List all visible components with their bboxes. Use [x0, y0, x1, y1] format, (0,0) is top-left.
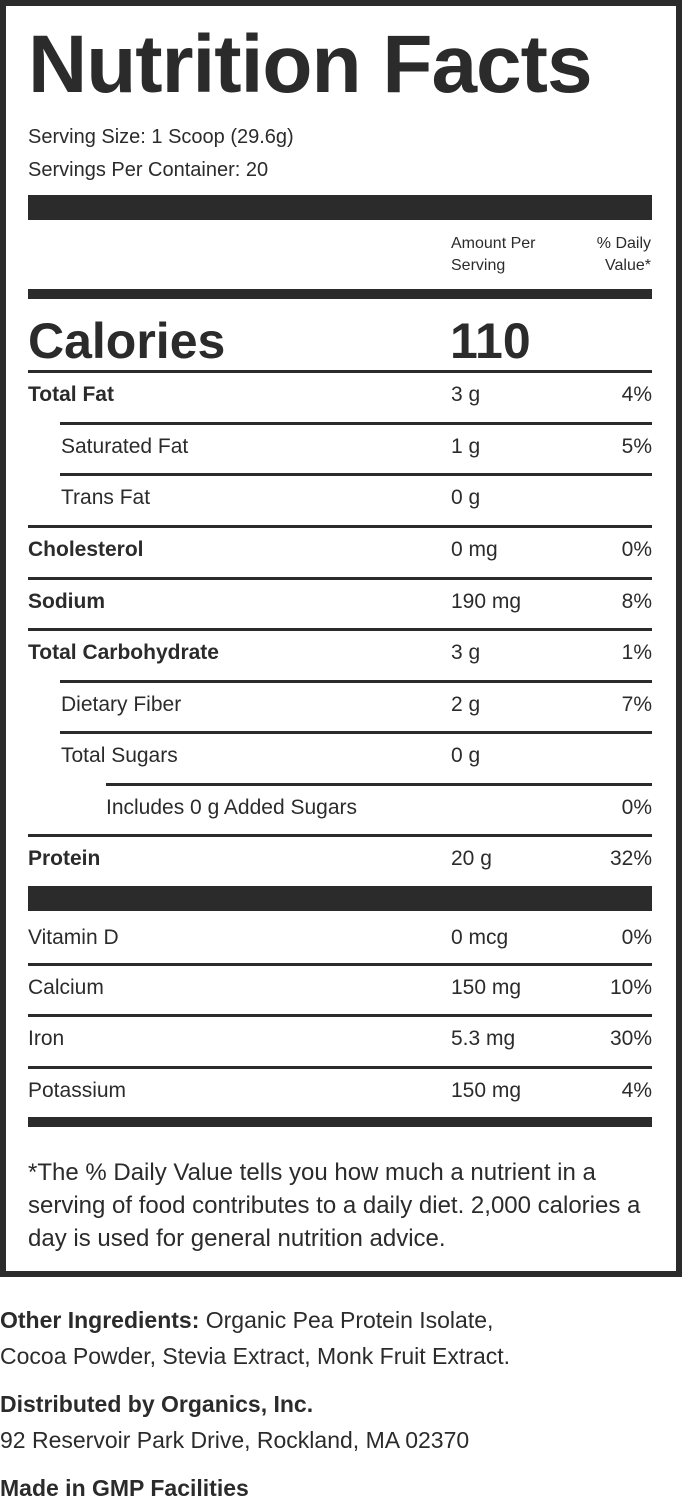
daily-value-footnote: *The % Daily Value tells you how much a …	[28, 1159, 641, 1252]
nutrient-amount: 0 mg	[451, 538, 498, 561]
nutrient-name: Protein	[28, 847, 101, 870]
header-amount-line1: Amount Per	[451, 235, 536, 252]
vitamin-row-potassium: Potassium 150 mg 4%	[28, 1067, 652, 1115]
distributor-address: 92 Reservoir Park Drive, Rockland, MA 02…	[0, 1427, 470, 1453]
vitamin-amount: 150 mg	[451, 976, 522, 999]
nutrient-daily-value: 4%	[621, 383, 652, 406]
nutrient-daily-value: 8%	[621, 590, 652, 613]
nutrient-amount: 3 g	[451, 383, 481, 406]
medium-divider-bottom	[28, 1117, 652, 1127]
divider	[28, 525, 652, 528]
servings-per-container: Servings Per Container: 20	[28, 159, 269, 181]
nutrient-daily-value: 32%	[609, 847, 652, 870]
nutrient-row-sodium: Sodium 190 mg 8%	[28, 578, 652, 626]
nutrient-amount: 2 g	[451, 693, 481, 716]
divider	[28, 628, 652, 631]
serving-size: Serving Size: 1 Scoop (29.6g)	[28, 126, 294, 148]
thick-divider-top	[28, 195, 652, 220]
ingredients-text-1: Organic Pea Protein Isolate,	[205, 1307, 494, 1333]
nutrient-row-trans-fat: Trans Fat 0 g	[28, 474, 652, 522]
calories-label: Calories	[28, 313, 226, 369]
ingredients-line1: Other Ingredients: Organic Pea Protein I…	[0, 1303, 493, 1337]
nutrient-row-saturated-fat: Saturated Fat 1 g 5%	[28, 423, 652, 471]
divider	[60, 473, 652, 476]
vitamin-amount: 5.3 mg	[451, 1027, 516, 1050]
nutrient-row-total-sugars: Total Sugars 0 g	[28, 732, 652, 780]
vitamin-row-iron: Iron 5.3 mg 30%	[28, 1015, 652, 1063]
divider	[28, 577, 652, 580]
nutrient-daily-value: 0%	[621, 796, 652, 819]
vitamin-name: Vitamin D	[28, 926, 119, 949]
vitamin-name: Potassium	[28, 1079, 127, 1102]
divider	[28, 834, 652, 837]
nutrient-amount: 0 g	[451, 744, 481, 767]
vitamin-daily-value: 10%	[609, 976, 652, 999]
vitamin-name: Iron	[28, 1027, 65, 1050]
nutrient-amount: 3 g	[451, 641, 481, 664]
nutrient-name: Trans Fat	[61, 486, 151, 509]
nutrient-daily-value: 7%	[621, 693, 652, 716]
divider	[28, 1066, 652, 1069]
vitamin-daily-value: 4%	[621, 1079, 652, 1102]
medium-divider-calories	[28, 289, 652, 299]
nutrient-amount: 1 g	[451, 435, 481, 458]
nutrition-facts-panel: Nutrition Facts Serving Size: 1 Scoop (2…	[0, 0, 682, 1277]
header-daily-value: % Daily Value*	[597, 233, 651, 277]
divider	[28, 963, 652, 966]
nutrient-daily-value: 5%	[621, 435, 652, 458]
nutrient-name: Cholesterol	[28, 538, 144, 561]
vitamin-name: Calcium	[28, 976, 104, 999]
calories-value: 110	[450, 313, 531, 369]
vitamin-row-vitamin-d: Vitamin D 0 mcg 0%	[28, 914, 652, 962]
nutrient-row-added-sugars: Includes 0 g Added Sugars 0%	[28, 784, 652, 832]
divider	[60, 680, 652, 683]
header-dv-line1: % Daily	[596, 235, 651, 252]
divider	[28, 1014, 652, 1017]
nutrition-facts-title: Nutrition Facts	[28, 19, 593, 110]
divider	[60, 422, 652, 425]
nutrient-name: Sodium	[28, 590, 105, 613]
nutrient-name: Includes 0 g Added Sugars	[106, 796, 358, 819]
divider	[28, 370, 652, 373]
vitamin-row-calcium: Calcium 150 mg 10%	[28, 964, 652, 1012]
nutrient-row-protein: Protein 20 g 32%	[28, 835, 652, 883]
nutrient-row-total-carbohydrate: Total Carbohydrate 3 g 1%	[28, 629, 652, 677]
nutrient-name: Dietary Fiber	[61, 693, 182, 716]
nutrient-daily-value: 1%	[621, 641, 652, 664]
vitamin-daily-value: 0%	[621, 926, 652, 949]
ingredients-label: Other Ingredients:	[0, 1307, 200, 1333]
nutrient-row-total-fat: Total Fat 3 g 4%	[28, 371, 652, 419]
divider	[60, 731, 652, 734]
thick-divider-vitamins	[28, 886, 652, 911]
ingredients-line2: Cocoa Powder, Stevia Extract, Monk Fruit…	[0, 1343, 511, 1369]
header-dv-line2: Value*	[605, 257, 651, 274]
nutrient-row-cholesterol: Cholesterol 0 mg 0%	[28, 526, 652, 574]
nutrient-name: Total Sugars	[61, 744, 178, 767]
vitamin-amount: 0 mcg	[451, 926, 509, 949]
nutrient-amount: 20 g	[451, 847, 492, 870]
header-amount-line2: Serving	[451, 257, 506, 274]
nutrient-amount: 0 g	[451, 486, 481, 509]
vitamin-daily-value: 30%	[609, 1027, 652, 1050]
nutrient-name: Total Fat	[28, 383, 114, 406]
nutrient-daily-value: 0%	[621, 538, 652, 561]
nutrient-row-dietary-fiber: Dietary Fiber 2 g 7%	[28, 681, 652, 729]
vitamin-amount: 150 mg	[451, 1079, 522, 1102]
nutrient-amount: 190 mg	[451, 590, 522, 613]
nutrient-name: Total Carbohydrate	[28, 641, 219, 664]
distributor: Distributed by Organics, Inc.	[0, 1391, 314, 1417]
made-in-statement: Made in GMP Facilities	[0, 1475, 249, 1501]
divider	[106, 783, 652, 786]
nutrient-name: Saturated Fat	[61, 435, 189, 458]
header-amount-per-serving: Amount Per Serving	[451, 233, 535, 277]
